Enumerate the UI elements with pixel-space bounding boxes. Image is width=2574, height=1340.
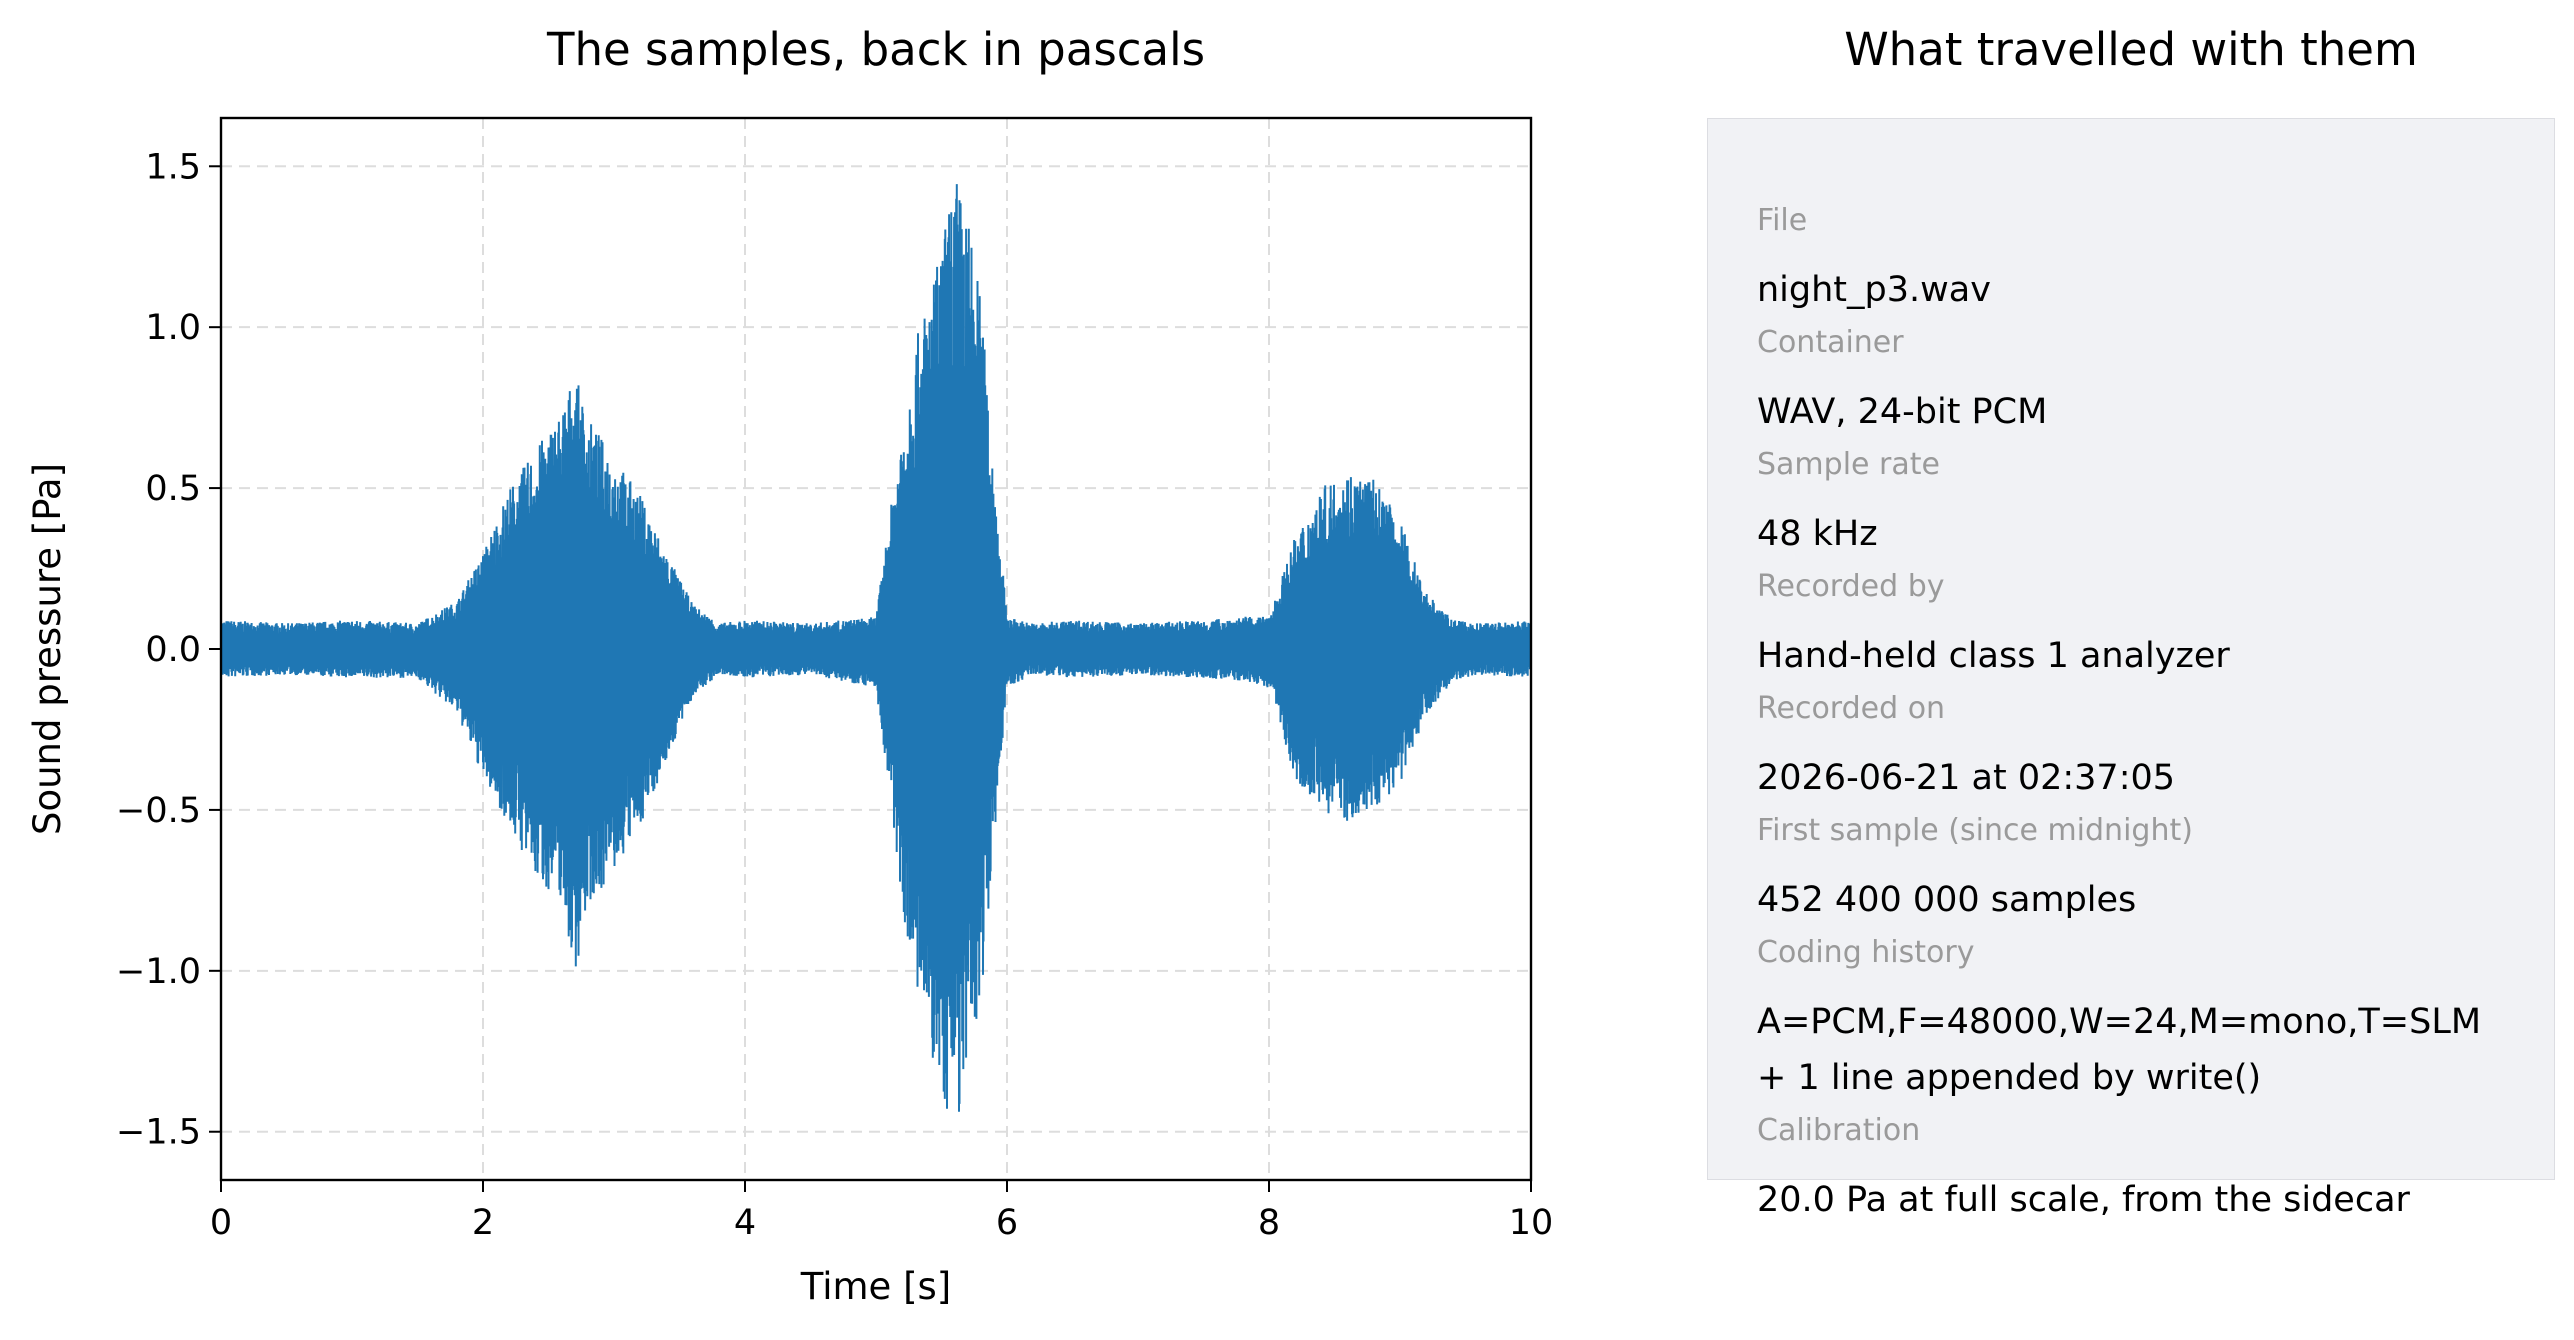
metadata-value: night_p3.wav bbox=[1757, 270, 1991, 310]
panel-title: What travelled with them bbox=[1844, 23, 2418, 76]
metadata-value: Hand-held class 1 analyzer bbox=[1757, 636, 2230, 676]
x-tick-label: 8 bbox=[1258, 1203, 1280, 1243]
y-tick-label: −1.5 bbox=[116, 1113, 201, 1153]
metadata-label: Calibration bbox=[1757, 1113, 1921, 1148]
metadata-label: Coding history bbox=[1757, 935, 1975, 970]
waveform-series bbox=[220, 184, 1532, 1112]
metadata-label: First sample (since midnight) bbox=[1757, 813, 2193, 848]
x-tick-label: 10 bbox=[1509, 1203, 1554, 1243]
metadata-value: 452 400 000 samples bbox=[1757, 880, 2137, 920]
metadata-panel bbox=[1707, 118, 2555, 1180]
metadata-label: File bbox=[1757, 203, 1808, 238]
y-tick-label: 0.5 bbox=[145, 469, 201, 509]
y-tick-label: −1.0 bbox=[116, 952, 201, 992]
y-tick-label: −0.5 bbox=[116, 791, 201, 831]
metadata-value: 20.0 Pa at full scale, from the sidecar bbox=[1757, 1180, 2410, 1220]
x-tick-label: 4 bbox=[734, 1203, 756, 1243]
waveform-line bbox=[220, 184, 1532, 1112]
axis-ticks: 0 2 4 6 8 10 1.5 1.0 0.5 0.0 −0.5 −1.0 −1.5 bbox=[116, 147, 1553, 1243]
x-tick-label: 2 bbox=[472, 1203, 494, 1243]
chart-title: The samples, back in pascals bbox=[546, 23, 1205, 76]
metadata-value: A=PCM,F=48000,W=24,M=mono,T=SLM bbox=[1757, 1002, 2482, 1042]
metadata-list: File night_p3.wav Container WAV, 24-bit PCM… bbox=[1757, 200, 2557, 1232]
metadata-label: Sample rate bbox=[1757, 447, 1940, 482]
metadata-label: Recorded on bbox=[1757, 691, 1946, 726]
metadata-label: Recorded by bbox=[1757, 569, 1945, 604]
x-axis-label: Time [s] bbox=[800, 1265, 951, 1308]
metadata-value-extra: + 1 line appended by write() bbox=[1757, 1058, 2262, 1098]
y-tick-label: 1.5 bbox=[145, 147, 201, 187]
metadata-value: 48 kHz bbox=[1757, 514, 1878, 554]
x-tick-label: 0 bbox=[210, 1203, 232, 1243]
metadata-value: 2026-06-21 at 02:37:05 bbox=[1757, 758, 2176, 798]
metadata-value: WAV, 24-bit PCM bbox=[1757, 392, 2048, 432]
y-tick-label: 1.0 bbox=[145, 308, 201, 348]
y-tick-label: 0.0 bbox=[145, 630, 201, 670]
y-axis-label: Sound pressure [Pa] bbox=[26, 463, 69, 835]
x-tick-label: 6 bbox=[996, 1203, 1018, 1243]
metadata-label: Container bbox=[1757, 325, 1904, 360]
